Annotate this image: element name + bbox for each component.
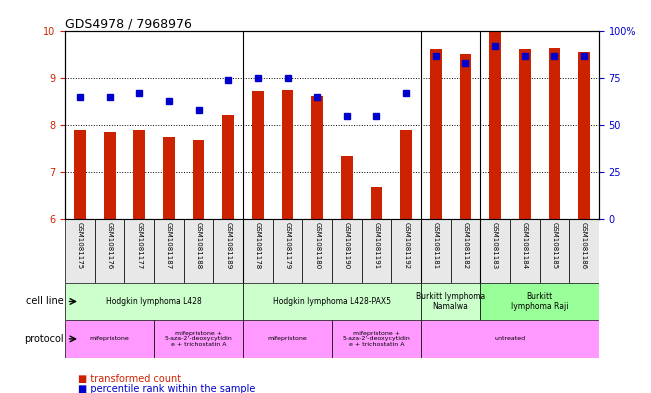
- Bar: [214, 219, 243, 283]
- Text: Burkitt lymphoma
Namalwa: Burkitt lymphoma Namalwa: [416, 292, 485, 311]
- Bar: [450, 219, 480, 283]
- Text: GSM1081179: GSM1081179: [284, 222, 290, 269]
- Bar: [154, 219, 184, 283]
- Text: GSM1081177: GSM1081177: [136, 222, 142, 269]
- Text: mifepristone: mifepristone: [90, 336, 130, 342]
- Text: GSM1081191: GSM1081191: [374, 222, 380, 269]
- Text: GDS4978 / 7968976: GDS4978 / 7968976: [65, 17, 192, 30]
- Bar: [332, 219, 362, 283]
- Text: Hodgkin lymphoma L428: Hodgkin lymphoma L428: [106, 297, 202, 306]
- Bar: [282, 90, 294, 219]
- Text: mifepristone +
5-aza-2'-deoxycytidin
e + trichostatin A: mifepristone + 5-aza-2'-deoxycytidin e +…: [342, 331, 410, 347]
- Text: GSM1081180: GSM1081180: [314, 222, 320, 269]
- Bar: [104, 132, 115, 219]
- Bar: [421, 283, 480, 320]
- Text: untreated: untreated: [494, 336, 525, 342]
- Bar: [569, 219, 599, 283]
- Bar: [154, 320, 243, 358]
- Bar: [302, 219, 332, 283]
- Bar: [341, 156, 353, 219]
- Bar: [510, 219, 540, 283]
- Bar: [184, 219, 214, 283]
- Text: GSM1081185: GSM1081185: [551, 222, 557, 269]
- Bar: [124, 219, 154, 283]
- Bar: [332, 320, 421, 358]
- Text: GSM1081178: GSM1081178: [255, 222, 261, 269]
- Bar: [163, 137, 175, 219]
- Bar: [133, 130, 145, 219]
- Bar: [193, 140, 204, 219]
- Bar: [489, 31, 501, 219]
- Bar: [540, 219, 569, 283]
- Bar: [243, 320, 332, 358]
- Bar: [421, 320, 599, 358]
- Bar: [243, 283, 421, 320]
- Bar: [74, 130, 86, 219]
- Text: GSM1081176: GSM1081176: [107, 222, 113, 269]
- Text: Hodgkin lymphoma L428-PAX5: Hodgkin lymphoma L428-PAX5: [273, 297, 391, 306]
- Bar: [243, 219, 273, 283]
- Bar: [222, 115, 234, 219]
- Bar: [252, 91, 264, 219]
- Text: GSM1081187: GSM1081187: [166, 222, 172, 269]
- Text: GSM1081188: GSM1081188: [195, 222, 202, 269]
- Bar: [65, 283, 243, 320]
- Bar: [480, 283, 599, 320]
- Bar: [549, 48, 561, 219]
- Bar: [400, 130, 412, 219]
- Text: mifepristone +
5-aza-2'-deoxycytidin
e + trichostatin A: mifepristone + 5-aza-2'-deoxycytidin e +…: [165, 331, 232, 347]
- Text: Burkitt
lymphoma Raji: Burkitt lymphoma Raji: [511, 292, 568, 311]
- Text: GSM1081186: GSM1081186: [581, 222, 587, 269]
- Bar: [430, 49, 442, 219]
- Bar: [480, 219, 510, 283]
- Text: GSM1081182: GSM1081182: [462, 222, 469, 269]
- Text: protocol: protocol: [24, 334, 64, 344]
- Text: GSM1081183: GSM1081183: [492, 222, 498, 269]
- Text: cell line: cell line: [26, 296, 64, 307]
- Text: GSM1081190: GSM1081190: [344, 222, 350, 269]
- Text: GSM1081184: GSM1081184: [522, 222, 528, 269]
- Text: GSM1081189: GSM1081189: [225, 222, 231, 269]
- Text: GSM1081181: GSM1081181: [433, 222, 439, 269]
- Bar: [273, 219, 302, 283]
- Bar: [65, 320, 154, 358]
- Bar: [578, 51, 590, 219]
- Bar: [421, 219, 450, 283]
- Bar: [391, 219, 421, 283]
- Bar: [460, 54, 471, 219]
- Bar: [362, 219, 391, 283]
- Text: GSM1081175: GSM1081175: [77, 222, 83, 269]
- Bar: [519, 49, 531, 219]
- Text: GSM1081192: GSM1081192: [403, 222, 409, 269]
- Bar: [65, 219, 95, 283]
- Text: ■ percentile rank within the sample: ■ percentile rank within the sample: [78, 384, 255, 393]
- Text: ■ transformed count: ■ transformed count: [78, 374, 181, 384]
- Bar: [311, 96, 323, 219]
- Bar: [95, 219, 124, 283]
- Bar: [370, 187, 382, 219]
- Text: mifepristone: mifepristone: [268, 336, 307, 342]
